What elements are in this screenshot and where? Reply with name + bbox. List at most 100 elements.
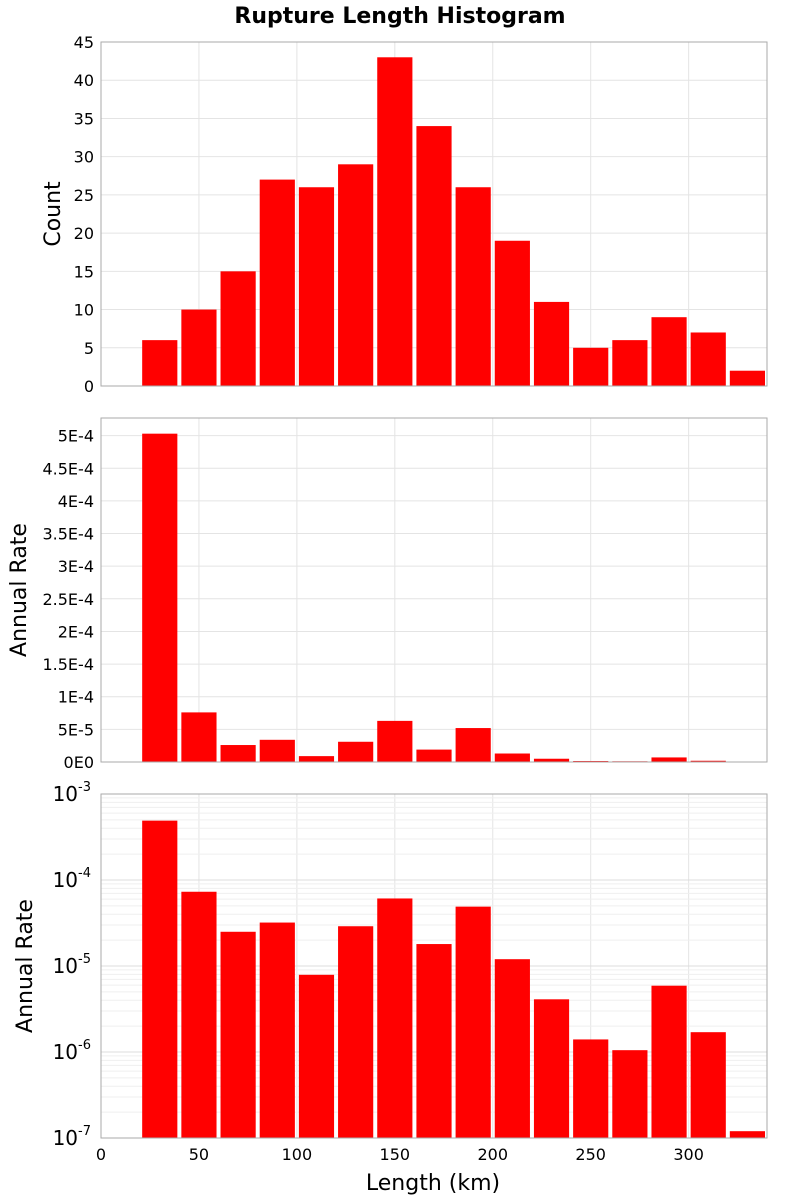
panel-1: 0 5 10 15 20 25 30 35 40 45 Count <box>41 33 768 396</box>
y-tick-label: 30 <box>74 148 94 167</box>
y-tick-label: 2E-4 <box>58 622 94 641</box>
y-tick-label: 5E-4 <box>58 427 94 446</box>
bar-50km <box>181 891 217 1138</box>
x-tick-label: 300 <box>673 1145 704 1164</box>
bar-190km <box>455 906 491 1138</box>
bar-170km <box>416 126 452 386</box>
y-tick-label: 5 <box>84 339 94 358</box>
y-tick-label: 10-4 <box>53 866 91 892</box>
bar-70km <box>220 271 256 386</box>
y-tick-base: 10 <box>53 868 78 892</box>
bar-170km <box>416 944 452 1138</box>
bar-130km <box>338 926 374 1138</box>
chart-panels: 0 5 10 15 20 25 30 35 40 45 Count 0E0 5E-5 1E-4 1.5E-4… <box>7 33 768 1164</box>
bar-310km <box>690 1032 726 1138</box>
y-tick-exponent: -7 <box>78 1124 91 1139</box>
y-tick-label: 1.5E-4 <box>42 655 94 674</box>
bar-290km <box>651 757 687 762</box>
y-tick-label: 0E0 <box>64 753 94 772</box>
y-tick-label: 25 <box>74 186 94 205</box>
y-tick-label: 20 <box>74 224 94 243</box>
y-tick-label: 3E-4 <box>58 557 94 576</box>
y-tick-label: 10-7 <box>53 1124 91 1150</box>
grid <box>100 418 767 763</box>
bar-30km <box>142 433 178 762</box>
y-tick-exponent: -4 <box>78 866 91 881</box>
y-tick-label: 5E-5 <box>58 720 94 739</box>
y-tick-label: 0 <box>84 377 94 396</box>
bar-230km <box>533 999 570 1138</box>
plot-frame <box>100 793 768 1139</box>
bar-250km <box>573 1039 609 1138</box>
y-tick-label: 2.5E-4 <box>42 590 94 609</box>
y-tick-base: 10 <box>53 954 78 978</box>
y-tick-label: 1E-4 <box>58 688 94 707</box>
bar-310km <box>690 760 726 762</box>
y-tick-label: 45 <box>74 33 94 52</box>
y-tick-label: 3.5E-4 <box>42 525 94 544</box>
bar-110km <box>298 974 335 1138</box>
bar-190km <box>455 187 491 386</box>
bar-90km <box>259 739 295 762</box>
bar-270km <box>612 1050 648 1138</box>
bar-250km <box>573 347 609 386</box>
y-tick-exponent: -3 <box>78 780 91 795</box>
bar-50km <box>181 309 217 386</box>
bars <box>142 57 765 387</box>
x-axis-label: Length (km) <box>366 1171 500 1196</box>
bar-110km <box>298 187 335 386</box>
y-tick-label: 10-3 <box>53 780 91 806</box>
bar-90km <box>259 922 295 1138</box>
y-tick-labels: 0E0 5E-5 1E-4 1.5E-4 2E-4 2.5E-4 3E-4 3.5E-4 4E-… <box>42 427 94 772</box>
y-tick-base: 10 <box>53 782 78 806</box>
y-tick-label: 10-5 <box>53 952 91 978</box>
bar-130km <box>338 741 374 762</box>
y-axis-label: Annual Rate <box>13 899 38 1033</box>
panel-2: 0E0 5E-5 1E-4 1.5E-4 2E-4 2.5E-4 3E-4 3.5E-4 4E-… <box>7 417 768 772</box>
y-tick-label: 35 <box>74 109 94 128</box>
bar-150km <box>377 57 413 387</box>
y-tick-labels: 0 5 10 15 20 25 30 35 40 45 <box>74 33 94 396</box>
bar-170km <box>416 749 452 762</box>
bar-210km <box>494 240 530 386</box>
bar-310km <box>690 332 726 386</box>
y-tick-label: 40 <box>74 71 94 90</box>
bar-190km <box>455 728 491 762</box>
x-tick-label: 150 <box>380 1145 411 1164</box>
bar-330km <box>729 1131 765 1138</box>
bar-70km <box>220 745 256 762</box>
bar-210km <box>494 959 530 1138</box>
y-tick-label: 10 <box>74 301 94 320</box>
y-axis-label: Count <box>41 181 66 247</box>
y-tick-label: 4.5E-4 <box>42 459 94 478</box>
y-tick-base: 10 <box>53 1126 78 1150</box>
bars <box>142 820 765 1138</box>
bar-230km <box>533 301 570 386</box>
bar-210km <box>494 753 530 762</box>
y-tick-label: 4E-4 <box>58 492 94 511</box>
x-tick-label: 200 <box>477 1145 508 1164</box>
bar-110km <box>298 756 335 762</box>
bar-30km <box>142 340 178 386</box>
x-tick-label: 250 <box>575 1145 606 1164</box>
bar-130km <box>338 164 374 386</box>
y-tick-label: 15 <box>74 262 94 281</box>
y-tick-exponent: -6 <box>78 1038 91 1053</box>
plot-frame <box>100 41 768 387</box>
bar-270km <box>612 340 648 386</box>
y-tick-label: 10-6 <box>53 1038 91 1064</box>
x-tick-label: 0 <box>96 1145 106 1164</box>
y-tick-base: 10 <box>53 1040 78 1064</box>
bar-90km <box>259 179 295 386</box>
x-tick-label: 50 <box>189 1145 209 1164</box>
bar-290km <box>651 317 687 386</box>
y-axis-label: Annual Rate <box>7 523 32 657</box>
plot-area <box>101 418 767 762</box>
y-tick-labels: 10-710-610-510-410-3 <box>53 780 91 1150</box>
bar-330km <box>729 370 765 386</box>
y-tick-exponent: -5 <box>78 952 91 967</box>
x-tick-label: 100 <box>282 1145 313 1164</box>
bar-70km <box>220 931 256 1138</box>
